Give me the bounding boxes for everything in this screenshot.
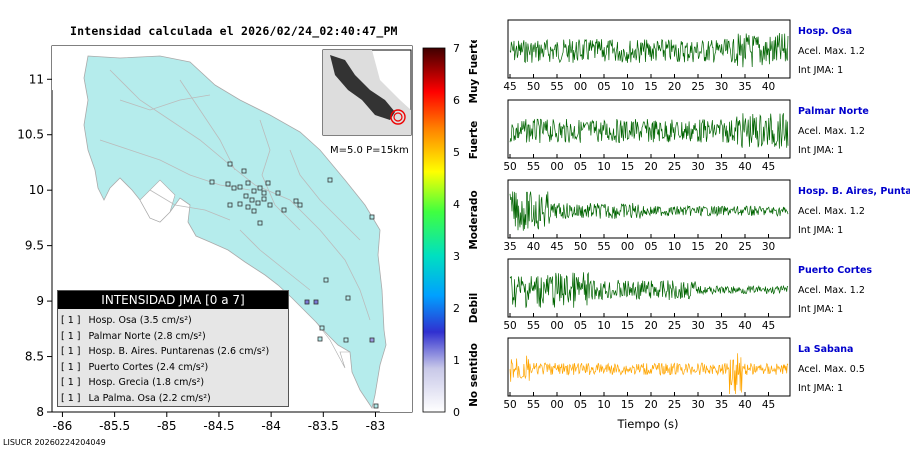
- colorbar-gradient: [422, 47, 446, 413]
- legend-item: [ 1 ] La Palma. Osa (2.2 cm/s²): [61, 391, 288, 407]
- map-x-tick-label: -86: [53, 419, 73, 433]
- legend-item: [ 1 ] Hosp. Osa (3.5 cm/s²): [61, 313, 288, 329]
- legend-item: [ 1 ] Palmar Norte (2.8 cm/s²): [61, 329, 288, 345]
- legend-item-level: [ 1 ]: [61, 361, 81, 373]
- colorbar-tick-label: 5: [453, 146, 460, 159]
- map-y-tick-label: 8: [36, 405, 44, 419]
- legend-item-label: Puerto Cortes (2.4 cm/s²): [88, 361, 209, 373]
- map-x-tick-label: -85: [157, 419, 177, 433]
- colorbar-tick-label: 7: [453, 42, 460, 55]
- colorbar-category-label: No sentido: [468, 343, 480, 407]
- road-network: [99, 69, 371, 321]
- osa-peninsula: [315, 321, 350, 369]
- legend-item-label: La Palma. Osa (2.2 cm/s²): [88, 392, 211, 404]
- legend-item-label: Hosp. Grecia (1.8 cm/s²): [88, 377, 205, 388]
- intensity-legend: INTENSIDAD JMA [0 a 7] [ 1 ] Hosp. Osa (3…: [57, 290, 289, 407]
- nicoya-gulf: [139, 179, 176, 223]
- colorbar-tick-label: 4: [453, 198, 460, 211]
- colorbar-tick-label: 1: [453, 354, 460, 367]
- legend-item-level: [ 1 ]: [61, 377, 81, 388]
- map-x-tick-label: -83: [366, 419, 386, 433]
- intensity-colorbar: 0 1 2 3 4 5 6 7 No sentido Debil Moderado Fuerte Mu…: [422, 40, 480, 419]
- colorbar-tick-label: 0: [453, 406, 460, 419]
- legend-item-level: [ 1 ]: [61, 315, 81, 326]
- colorbar-category-label: Fuerte: [468, 121, 480, 160]
- colorbar-category-label: Muy Fuerte: [468, 40, 480, 104]
- colorbar-ticks: 0 1 2 3 4 5 6 7: [453, 42, 460, 419]
- map-x-axis: -86 -85.5 -85 -84.5 -84 -83.5 -83: [53, 412, 386, 433]
- map-y-tick-label: 10: [29, 183, 44, 197]
- colorbar-labels: No sentido Debil Moderado Fuerte Muy Fuerte: [468, 40, 480, 407]
- footer-id: LISUCR 20260224204049: [3, 438, 106, 447]
- legend-item-list: [ 1 ] Hosp. Osa (3.5 cm/s²) [ 1 ] Palmar No…: [58, 309, 288, 406]
- map-x-tick-label: -84.5: [203, 419, 234, 433]
- map-y-tick-label: 9: [36, 294, 44, 308]
- map-y-tick-label: 10.5: [17, 128, 44, 142]
- map-y-tick-label: 9.5: [25, 239, 44, 253]
- station-markers: [209, 161, 379, 409]
- legend-item: [ 1 ] Puerto Cortes (2.4 cm/s²): [61, 360, 288, 376]
- map-x-tick-label: -84: [261, 419, 281, 433]
- legend-item: [ 1 ] Hosp. B. Aires. Puntarenas (2.6 cm/…: [61, 344, 288, 360]
- legend-item-level: [ 1 ]: [61, 392, 81, 404]
- legend-item: [ 1 ] Hosp. Grecia (1.8 cm/s²): [61, 375, 288, 391]
- colorbar-tick-label: 6: [453, 94, 460, 107]
- colorbar-category-label: Moderado: [468, 190, 480, 249]
- legend-item-label: Hosp. B. Aires. Puntarenas (2.6 cm/s²): [88, 346, 270, 357]
- colorbar-category-label: Debil: [468, 293, 480, 324]
- legend-item-label: Hosp. Osa (3.5 cm/s²): [88, 315, 192, 326]
- legend-title: INTENSIDAD JMA [0 a 7]: [58, 291, 288, 309]
- legend-item-level: [ 1 ]: [61, 330, 81, 342]
- map-x-tick-label: -83.5: [308, 419, 339, 433]
- inset-magnitude-label: M=5.0 P=15km: [330, 145, 409, 156]
- map-y-axis: 11 10.5 10 9.5 9 8.5 8: [17, 72, 52, 419]
- colorbar-tick-label: 2: [453, 302, 460, 315]
- map-y-tick-label: 8.5: [25, 350, 44, 364]
- legend-item-level: [ 1 ]: [61, 346, 81, 357]
- costa-rica-land: [83, 55, 387, 409]
- legend-item-label: Palmar Norte (2.8 cm/s²): [88, 330, 206, 342]
- page-title: Intensidad calculada el 2026/02/24_02:40…: [70, 24, 398, 38]
- map-y-tick-label: 11: [29, 72, 44, 86]
- inset-map: M=5.0 P=15km: [322, 49, 412, 156]
- map-x-tick-label: -85.5: [99, 419, 130, 433]
- colorbar-tick-label: 3: [453, 250, 460, 263]
